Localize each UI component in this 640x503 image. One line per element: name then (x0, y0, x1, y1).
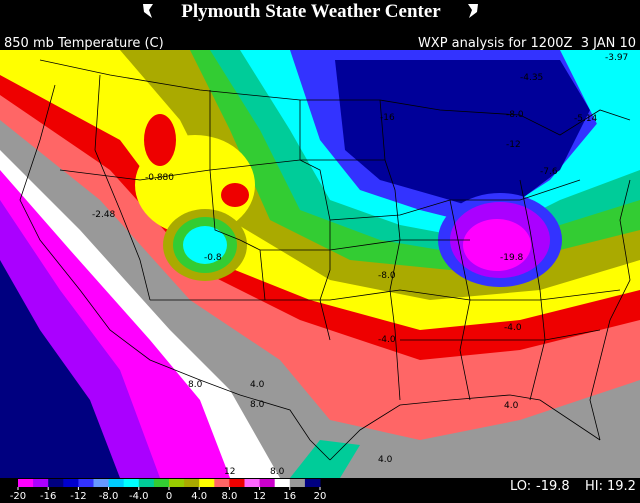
colorbar-tick-label: 12 (253, 491, 266, 502)
colorbar-swatch (48, 479, 64, 487)
colorbar-tick-label: 16 (283, 491, 296, 502)
colorbar-swatch (63, 479, 79, 487)
contour-label: -12 (506, 140, 521, 150)
colorbar-tick-label: -4.0 (129, 491, 149, 502)
colorbar-swatch (184, 479, 200, 487)
contour-label: 4.0 (504, 401, 519, 411)
colorbar-swatch (138, 479, 155, 487)
temp-band (335, 60, 590, 215)
colorbar-tick-label: 8.0 (221, 491, 237, 502)
lo-value: -19.8 (536, 479, 570, 494)
colorbar-swatch (123, 479, 140, 487)
flag-icon (468, 4, 478, 18)
colorbar-swatch (108, 479, 125, 487)
contour-label: 8.0 (188, 380, 203, 390)
colorbar: -20 -16 -12 -8.0 -4.0 0 4.0 8.0 12 16 20 (10, 479, 327, 502)
contour-label: -7.6 (540, 167, 558, 177)
colorbar-tick-label: 20 (314, 491, 327, 502)
colorbar-swatch (229, 479, 245, 487)
analysis-label: WXP analysis for 1200Z 3 JAN 10 (418, 36, 636, 51)
colorbar-swatch (153, 479, 170, 487)
contour-label: 12 (224, 467, 235, 477)
lo-label: LO: (510, 479, 531, 494)
contour-label: -3.97 (605, 53, 628, 63)
colorbar-swatch (199, 479, 215, 487)
contour-label: 8.0 (270, 467, 285, 477)
temp-band (560, 50, 640, 160)
hi-label: HI: (585, 479, 603, 494)
contour-label: 8.0 (250, 400, 265, 410)
contour-label: -5.14 (574, 114, 598, 124)
temp-band (290, 440, 360, 478)
colorbar-tick-label: 4.0 (191, 491, 207, 502)
contour-label: -2.48 (92, 210, 116, 220)
colorbar-tick-label: -16 (40, 491, 56, 502)
contour-label: -19.8 (500, 253, 524, 263)
colorbar-tick-label: 0 (166, 491, 172, 502)
contour-label: -4.0 (504, 323, 522, 333)
colorbar-swatch (259, 479, 276, 487)
colorbar-swatch (93, 479, 110, 487)
temp-band (183, 226, 227, 264)
colorbar-swatch (244, 479, 261, 487)
flag-icon (143, 4, 153, 18)
contour-label: -4.35 (520, 73, 543, 83)
contour-label: -8.0 (378, 271, 396, 281)
colorbar-swatch (214, 479, 230, 487)
colorbar-swatch (304, 479, 321, 487)
colorbar-swatch (289, 479, 306, 487)
contour-label: -0.880 (145, 173, 174, 183)
temp-band (463, 219, 531, 271)
contour-label: -16 (380, 113, 395, 123)
header: Plymouth State Weather Center 850 mb Tem… (4, 1, 636, 51)
colorbar-tick-label: -20 (10, 491, 26, 502)
contour-label: -4.0 (378, 335, 396, 345)
contour-label: 4.0 (378, 455, 393, 465)
contour-labels: -4.35 -3.97 -5.14 -7.6 -19.8 -0.880 -2.4… (92, 53, 628, 477)
colorbar-swatch (169, 479, 185, 487)
title: Plymouth State Weather Center (181, 1, 441, 22)
hi-value: 19.2 (607, 479, 636, 494)
colorbar-tick-label: -8.0 (99, 491, 119, 502)
contour-label: -8.0 (506, 110, 524, 120)
colorbar-swatch (274, 479, 291, 487)
field-label: 850 mb Temperature (C) (4, 36, 164, 51)
contour-label: 4.0 (250, 380, 265, 390)
temp-band (221, 183, 249, 207)
colorbar-swatch (18, 479, 34, 487)
colorbar-swatch (78, 479, 94, 487)
map: -4.35 -3.97 -5.14 -7.6 -19.8 -0.880 -2.4… (0, 50, 640, 478)
temp-band (144, 114, 176, 166)
colorbar-swatch (33, 479, 49, 487)
contour-label: -0.8 (204, 253, 222, 263)
colorbar-tick-label: -12 (70, 491, 86, 502)
borders (19, 59, 631, 461)
